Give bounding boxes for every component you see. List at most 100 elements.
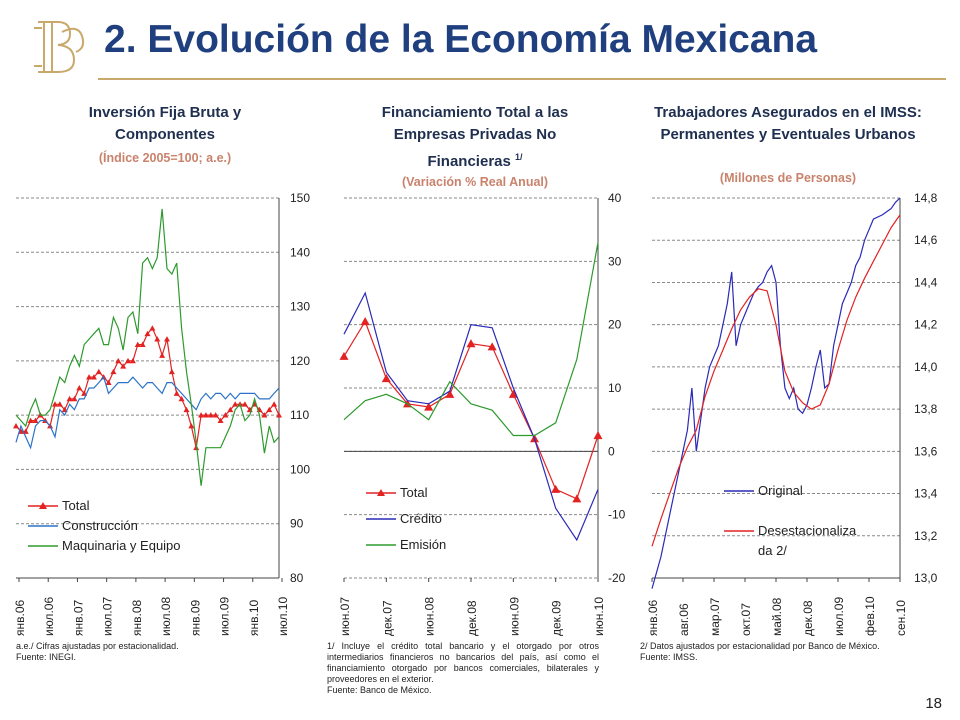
x-tick-label: июл.07 xyxy=(101,597,115,636)
y-tick-label: 14,0 xyxy=(914,360,938,374)
legend-marker xyxy=(377,489,385,496)
data-point xyxy=(173,390,180,396)
data-point xyxy=(487,342,497,351)
y-tick-label: 13,8 xyxy=(914,402,938,416)
panel2-title-text: Financiamiento Total a las Empresas Priv… xyxy=(381,104,569,170)
data-point xyxy=(149,325,156,331)
data-point xyxy=(202,412,209,418)
y-tick-label: 0 xyxy=(608,444,615,458)
data-point xyxy=(232,401,239,407)
panel1-subtitle: (Índice 2005=100; a.e.) xyxy=(98,151,232,165)
x-tick-label: дек.08 xyxy=(801,600,815,636)
y-tick-label: 100 xyxy=(290,462,310,476)
x-tick-label: окт.07 xyxy=(739,603,753,636)
panel1-note: a.e./ Cifras ajustadas por estacionalida… xyxy=(16,641,179,662)
panel2-title: Financiamiento Total a las Empresas Priv… xyxy=(350,102,600,173)
x-tick-label: май.08 xyxy=(770,597,784,636)
legend-label: Emisión xyxy=(400,537,446,552)
series-line-total xyxy=(15,327,280,448)
title-divider xyxy=(98,78,946,80)
y-tick-label: 40 xyxy=(608,191,622,205)
x-tick-label: июл.09 xyxy=(218,597,232,636)
data-point xyxy=(144,330,151,337)
data-point xyxy=(424,402,434,411)
data-point xyxy=(71,395,78,402)
x-tick-label: июл.08 xyxy=(159,597,173,636)
x-tick-label: дек.09 xyxy=(550,600,564,636)
data-point xyxy=(188,423,195,429)
x-tick-label: янв.06 xyxy=(646,599,660,636)
data-point xyxy=(95,368,102,375)
data-point xyxy=(110,368,117,375)
data-point xyxy=(241,401,248,407)
data-point xyxy=(159,352,166,358)
legend-label: Crédito xyxy=(400,511,442,526)
data-point xyxy=(139,341,146,347)
data-point xyxy=(551,484,561,493)
series-line-maquinaria-y-equipo xyxy=(15,208,280,486)
data-point xyxy=(207,412,214,418)
data-point xyxy=(125,357,132,364)
x-tick-label: сен.10 xyxy=(894,600,908,636)
series-line-construcci-n xyxy=(15,375,280,450)
y-tick-label: -10 xyxy=(608,508,626,522)
series-line-desestacionalizada- xyxy=(651,214,901,547)
x-tick-label: июн.10 xyxy=(592,597,606,636)
data-point xyxy=(168,368,175,375)
data-point xyxy=(27,417,34,423)
data-point xyxy=(56,401,63,407)
panel3-subtitle: (Millones de Personas) xyxy=(719,171,857,185)
data-point xyxy=(90,374,97,380)
legend-label: Total xyxy=(62,498,90,513)
chart-financiamiento: -20 -10 0 10 20 30 40 июн.07 дек.07 июн.08 дек.08 и… xyxy=(338,191,626,636)
data-point xyxy=(129,357,136,364)
data-point xyxy=(593,431,603,440)
x-tick-label: фев.10 xyxy=(863,596,877,636)
x-tick-label: дек.07 xyxy=(380,600,394,636)
y-tick-label: 14,4 xyxy=(914,275,938,289)
y-tick-label: 14,6 xyxy=(914,233,938,247)
legend-label: Total xyxy=(400,485,428,500)
data-point xyxy=(271,401,278,407)
data-point xyxy=(261,412,268,418)
panel2-note: 1/ Incluye el crédito total bancario y e… xyxy=(327,641,599,695)
legend-label: Maquinaria y Equipo xyxy=(62,538,181,553)
data-point xyxy=(360,317,370,326)
series-line-cr-dito xyxy=(343,291,599,542)
panel2-subtitle: (Variación % Real Anual) xyxy=(401,175,549,189)
series-line-emisi-n xyxy=(343,242,599,437)
data-point xyxy=(178,395,185,402)
data-point xyxy=(13,423,19,429)
data-point xyxy=(276,412,282,418)
y-tick-label: 150 xyxy=(290,191,310,205)
y-tick-label: 13,6 xyxy=(914,444,938,458)
banxico-logo xyxy=(34,21,85,73)
x-tick-label: июл.09 xyxy=(832,597,846,636)
data-point xyxy=(163,336,170,342)
data-point xyxy=(227,406,234,413)
y-tick-label: 20 xyxy=(608,318,622,332)
page-title: 2. Evolución de la Economía Mexicana xyxy=(104,18,818,61)
data-point xyxy=(86,374,93,380)
data-point xyxy=(105,379,112,385)
chart-trabajadores-imss: 13,0 13,2 13,4 13,6 13,8 14,0 14,2 14,4 14,6 14,8… xyxy=(646,191,938,636)
data-point xyxy=(115,357,122,364)
x-tick-label: янв.07 xyxy=(71,599,85,636)
data-point xyxy=(76,385,83,391)
page-number: 18 xyxy=(925,695,942,712)
panel3-note: 2/ Datos ajustados por estacionalidad po… xyxy=(640,641,880,662)
data-point xyxy=(572,494,582,503)
x-tick-label: янв.09 xyxy=(188,599,202,636)
y-tick-label: 30 xyxy=(608,254,622,268)
x-tick-label: июн.09 xyxy=(507,597,521,636)
panel3-title: Trabajadores Asegurados en el IMSS: Perm… xyxy=(654,104,922,143)
data-point xyxy=(183,406,190,413)
y-tick-label: 140 xyxy=(290,245,310,259)
legend-label: Desestacionaliza xyxy=(758,523,857,538)
x-tick-label: авг.06 xyxy=(677,603,691,636)
x-tick-label: июл.10 xyxy=(276,597,290,636)
y-tick-label: 80 xyxy=(290,571,304,585)
data-point xyxy=(32,417,39,423)
data-point xyxy=(266,406,273,413)
data-point xyxy=(120,363,127,369)
